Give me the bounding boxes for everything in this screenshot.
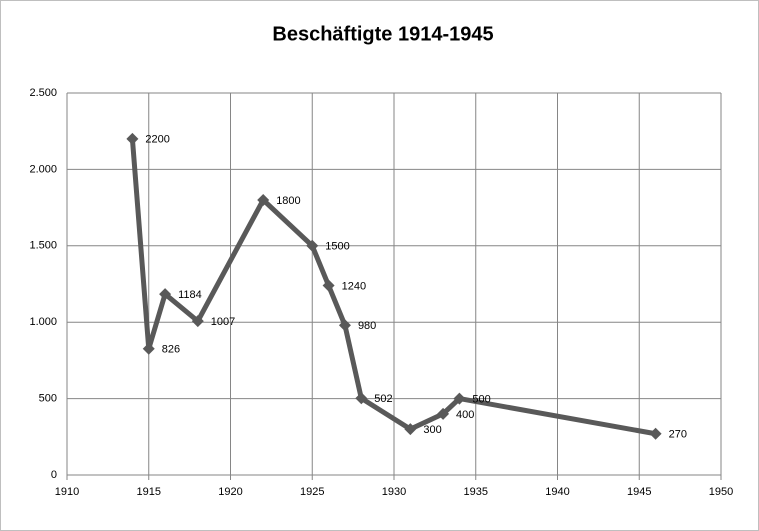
y-tick-label: 2.500 xyxy=(29,87,57,99)
marker xyxy=(159,288,172,301)
marker xyxy=(306,239,319,252)
marker xyxy=(649,427,662,440)
data-label: 500 xyxy=(472,394,490,406)
x-tick-label: 1935 xyxy=(464,486,488,498)
data-label: 300 xyxy=(423,424,441,436)
marker xyxy=(191,315,204,328)
x-tick-label: 1940 xyxy=(545,486,569,498)
x-tick-label: 1930 xyxy=(382,486,406,498)
data-label: 1800 xyxy=(276,195,300,207)
marker xyxy=(338,319,351,332)
y-tick-label: 0 xyxy=(51,469,57,481)
data-label: 400 xyxy=(456,409,474,421)
data-label: 502 xyxy=(374,393,392,405)
data-label: 980 xyxy=(358,320,376,332)
marker xyxy=(322,279,335,292)
marker xyxy=(404,423,417,436)
data-label: 1184 xyxy=(178,289,202,301)
marker xyxy=(437,407,450,420)
marker xyxy=(126,132,139,145)
marker xyxy=(257,193,270,206)
data-label: 270 xyxy=(669,429,687,441)
x-tick-label: 1950 xyxy=(709,486,733,498)
data-label: 826 xyxy=(162,344,180,356)
data-label: 1500 xyxy=(325,241,349,253)
marker xyxy=(453,392,466,405)
data-label: 1007 xyxy=(211,316,235,328)
x-tick-label: 1915 xyxy=(137,486,161,498)
data-label: 2200 xyxy=(145,134,169,146)
y-tick-label: 500 xyxy=(39,393,57,405)
y-tick-label: 2.000 xyxy=(29,163,57,175)
x-tick-label: 1910 xyxy=(55,486,79,498)
x-tick-label: 1925 xyxy=(300,486,324,498)
x-tick-label: 1920 xyxy=(218,486,242,498)
y-tick-label: 1.000 xyxy=(29,316,57,328)
data-label: 1240 xyxy=(342,280,366,292)
chart-title: Beschäftigte 1914-1945 xyxy=(272,23,493,45)
marker xyxy=(142,342,155,355)
marker xyxy=(355,392,368,405)
y-tick-label: 1.500 xyxy=(29,240,57,252)
x-tick-label: 1945 xyxy=(627,486,651,498)
